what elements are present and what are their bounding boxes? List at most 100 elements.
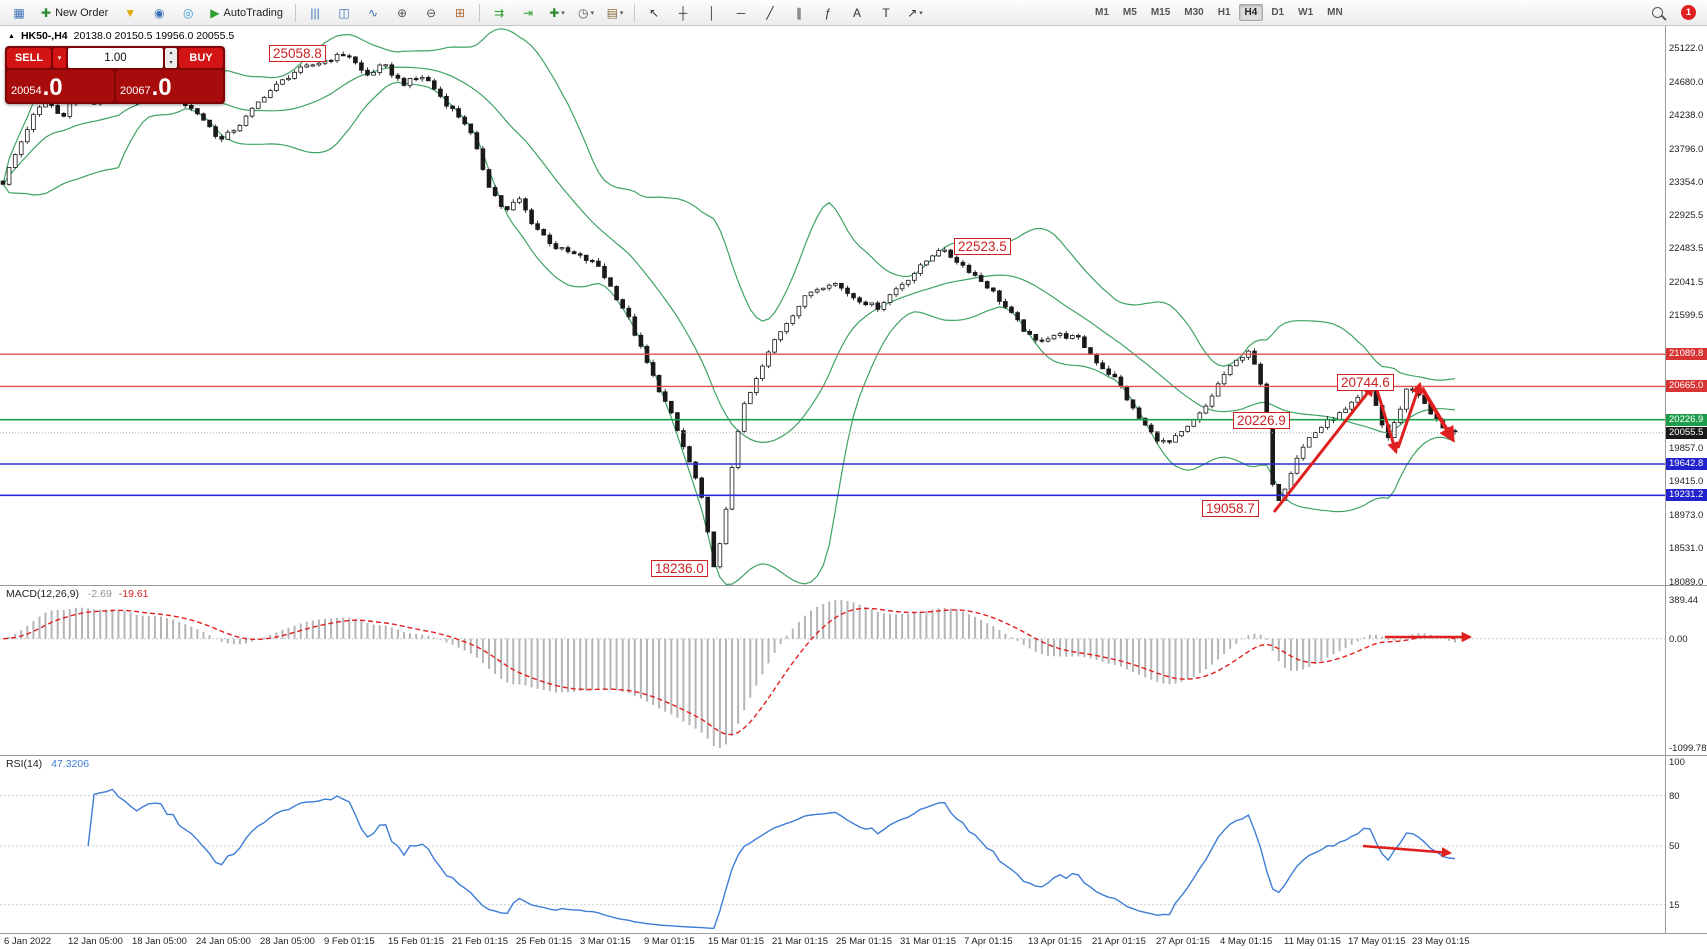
rsi-flat-arrow[interactable] (1362, 844, 1453, 858)
sell-dropdown-caret-icon[interactable]: ▾ (53, 48, 66, 68)
zoom-out-icon: ⊖ (425, 5, 437, 20)
trendline-tool-button[interactable]: ╱ (756, 3, 784, 23)
price-callout-label[interactable]: 20226.9 (1233, 412, 1290, 429)
community-icon: ◎ (183, 5, 194, 20)
tile-windows-icon: ⊞ (454, 5, 466, 20)
time-axis-label: 15 Mar 01:15 (708, 936, 764, 947)
buy-price-display[interactable]: 20067.0 (116, 70, 223, 102)
candlestick-mode-icon: ◫ (338, 5, 350, 20)
price-axis-label: 23796.0 (1669, 143, 1704, 155)
chart-ohlc-ticker: ▲ HK50-,H4 20138.0 20150.5 19956.0 20055… (8, 30, 234, 42)
vertical-line-tool-button[interactable]: │ (698, 3, 726, 23)
add-indicator-button-caret-icon[interactable]: ▾ (561, 9, 565, 17)
channel-tool-button[interactable]: ∥ (785, 3, 813, 23)
period-selector-button[interactable]: ◷ ▾ (572, 3, 600, 23)
sell-button[interactable]: SELL (7, 48, 51, 68)
timeframe-mn-button[interactable]: MN (1327, 7, 1343, 18)
collapse-panel-icon[interactable]: ▲ (8, 32, 15, 40)
volume-down-icon[interactable]: ▾ (169, 60, 173, 66)
candlestick-mode-button[interactable]: ◫ (330, 3, 358, 23)
trend-arrow-down-2[interactable] (1420, 386, 1455, 443)
autotrading-icon: ▶ (210, 5, 220, 20)
timeframe-d1-button[interactable]: D1 (1271, 7, 1285, 18)
new-order-button[interactable]: ✚ New Order (34, 3, 115, 23)
market-funnel-icon[interactable]: ▼ (116, 3, 144, 23)
price-callout-label[interactable]: 20744.6 (1337, 374, 1394, 391)
zoom-out-button[interactable]: ⊖ (417, 3, 445, 23)
fibonacci-tool-button[interactable]: ƒ (814, 3, 842, 23)
arrows-tool-button[interactable]: ↗ ▾ (901, 3, 929, 23)
trendline-tool-icon: ╱ (766, 5, 774, 20)
fibonacci-tool-icon: ƒ (824, 5, 832, 20)
template-selector-button-caret-icon[interactable]: ▾ (619, 9, 624, 17)
time-axis-label: 31 Mar 01:15 (900, 936, 956, 947)
channel-tool-icon: ∥ (796, 5, 803, 20)
crosshair-tool-icon: ┼ (678, 5, 688, 20)
crosshair-tool-button[interactable]: ┼ (669, 3, 697, 23)
macd-title: MACD(12,26,9) (6, 588, 79, 600)
price-callout-label[interactable]: 22523.5 (954, 238, 1011, 255)
trend-arrow-down-1[interactable] (1375, 389, 1399, 455)
price-axis-label: 24680.0 (1669, 76, 1704, 88)
add-indicator-button[interactable]: ✚ ▾ (543, 3, 571, 23)
time-axis-label: 4 May 01:15 (1220, 936, 1273, 947)
trend-arrow-up-1[interactable] (1272, 384, 1375, 513)
ohlc-values: 20138.0 20150.5 19956.0 20055.5 (73, 30, 235, 42)
price-callout-label[interactable]: 19058.7 (1202, 500, 1259, 517)
chart-window-icon: ▦ (13, 5, 25, 20)
auto-scroll-button[interactable]: ⇉ (485, 3, 513, 23)
zoom-in-button[interactable]: ⊕ (388, 3, 416, 23)
price-axis-label: 18973.0 (1669, 509, 1704, 521)
trend-arrow-up-2[interactable] (1396, 381, 1423, 449)
chart-shift-icon: ⇥ (522, 5, 534, 20)
timeframe-h4-button[interactable]: H4 (1238, 4, 1264, 21)
timeframe-h1-button[interactable]: H1 (1217, 7, 1231, 18)
time-axis-label: 17 May 01:15 (1348, 936, 1406, 947)
price-axis-badge: 20055.5 (1666, 426, 1707, 439)
price-axis-badge: 19642.8 (1666, 458, 1707, 471)
text-tool-button[interactable]: A (843, 3, 871, 23)
time-axis-label: 28 Jan 05:00 (260, 936, 315, 947)
timeframe-m15-button[interactable]: M15 (1150, 7, 1171, 18)
price-axis-label: 18089.0 (1669, 577, 1704, 589)
template-selector-button[interactable]: ▤ ▾ (601, 3, 629, 23)
macd-histogram (8, 600, 1456, 748)
profile-icon[interactable]: ◉ (145, 3, 173, 23)
autotrading-button[interactable]: ▶ AutoTrading (203, 3, 290, 23)
time-axis-label: 12 Jan 05:00 (68, 936, 123, 947)
line-chart-mode-icon: ∿ (367, 5, 379, 20)
horizontal-line-tool-button[interactable]: ─ (727, 3, 755, 23)
timeframe-m30-button[interactable]: M30 (1184, 7, 1204, 18)
volume-input[interactable]: 1.00 (68, 48, 163, 68)
bar-chart-mode-button[interactable]: ||| (301, 3, 329, 23)
chart-window-icon[interactable]: ▦ (5, 3, 33, 23)
volume-up-icon[interactable]: ▴ (169, 50, 173, 56)
sell-price-display[interactable]: 20054.0 (7, 70, 114, 102)
price-axis-label: 21599.5 (1669, 310, 1704, 322)
cursor-tool-button[interactable]: ↖ (640, 3, 668, 23)
arrows-tool-button-caret-icon[interactable]: ▾ (919, 9, 923, 17)
profile-icon: ◉ (154, 5, 165, 20)
line-chart-mode-button[interactable]: ∿ (359, 3, 387, 23)
period-selector-button-caret-icon[interactable]: ▾ (590, 9, 595, 17)
bar-chart-mode-icon: ||| (310, 5, 320, 20)
tile-windows-button[interactable]: ⊞ (446, 3, 474, 23)
timeframe-w1-button[interactable]: W1 (1298, 7, 1314, 18)
price-callout-label[interactable]: 25058.8 (269, 45, 326, 62)
template-selector-icon: ▤ (606, 5, 618, 20)
search-button[interactable] (1643, 3, 1671, 23)
timeframe-m1-button[interactable]: M1 (1095, 7, 1109, 18)
notification-badge[interactable]: 1 (1681, 5, 1696, 20)
sell-price-fraction: .0 (42, 74, 63, 101)
community-icon[interactable]: ◎ (174, 3, 202, 23)
chart-shift-button[interactable]: ⇥ (514, 3, 542, 23)
price-callout-label[interactable]: 18236.0 (651, 560, 708, 577)
timeframe-m5-button[interactable]: M5 (1122, 7, 1137, 18)
time-axis-label: 24 Jan 05:00 (196, 936, 251, 947)
buy-button[interactable]: BUY (179, 48, 223, 68)
buy-price-fraction: .0 (151, 74, 172, 101)
price-axis-badge: 19231.2 (1666, 489, 1707, 502)
label-tool-button[interactable]: T (872, 3, 900, 23)
